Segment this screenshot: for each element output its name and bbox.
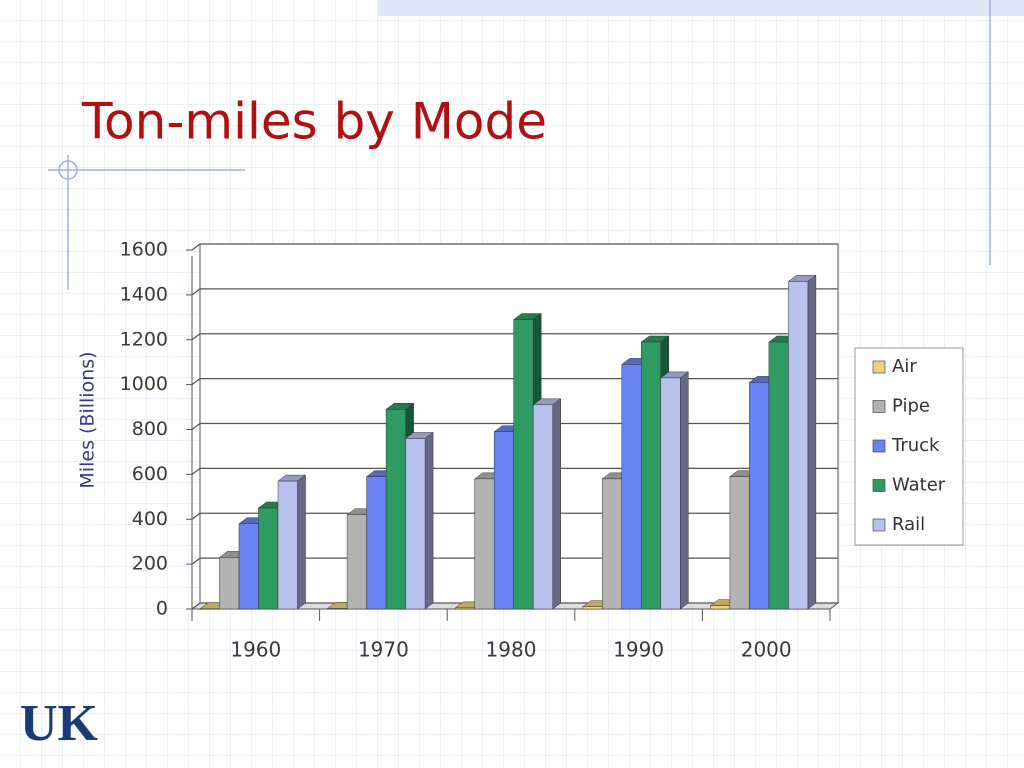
bar <box>258 507 279 610</box>
y-tick-label: 200 <box>132 553 168 575</box>
legend-swatch <box>872 400 886 413</box>
plot: 0 200 400 600 800 1000 1200 1400 1600 1960 1970 198… <box>120 239 946 662</box>
bar <box>602 478 623 610</box>
slide-title: Ton-miles by Mode <box>81 93 547 151</box>
bar <box>710 605 731 610</box>
x-tick-label: 1990 <box>613 638 664 662</box>
logo: UK <box>20 695 99 752</box>
legend-swatch <box>872 518 886 532</box>
bar <box>493 431 514 610</box>
y-tick-label: 800 <box>132 418 168 440</box>
bar-side <box>297 474 306 610</box>
y-tick-label: 1600 <box>120 239 168 261</box>
y-tick-label: 0 <box>156 598 168 620</box>
bar-side <box>680 371 689 610</box>
legend-label: Truck <box>891 435 940 456</box>
grid-line <box>191 243 838 251</box>
y-tick-label: 1000 <box>120 373 168 395</box>
bar <box>405 438 426 610</box>
bar-side <box>807 274 817 610</box>
bar <box>385 409 406 610</box>
bar <box>474 478 495 610</box>
bar <box>788 281 809 610</box>
bar <box>532 404 553 610</box>
legend-label: Water <box>892 475 946 496</box>
grid-line <box>191 288 838 296</box>
bar <box>641 341 662 610</box>
legend-swatch <box>872 479 886 492</box>
y-tick-label: 1400 <box>120 283 168 305</box>
bar-side <box>552 398 561 610</box>
legend-label: Rail <box>892 514 925 535</box>
bar <box>749 382 770 610</box>
x-tick-label: 2000 <box>741 638 792 662</box>
bar <box>366 476 387 610</box>
decor-circle <box>58 160 78 180</box>
bar <box>660 377 681 610</box>
bar-side <box>424 431 434 610</box>
grid-line <box>191 333 838 341</box>
bar <box>219 557 240 610</box>
bar <box>346 514 367 610</box>
y-axis-label: Miles (Billions) <box>77 351 99 488</box>
bar <box>277 480 298 610</box>
legend-label: Air <box>892 356 917 377</box>
x-tick-label: 1980 <box>486 638 537 662</box>
y-tick-label: 1200 <box>120 328 168 350</box>
top-band <box>378 0 1024 16</box>
y-tick-label: 600 <box>132 463 168 485</box>
y-tick-label: 400 <box>132 508 168 530</box>
legend-label: Pipe <box>892 396 930 417</box>
x-tick-label: 1960 <box>230 638 281 662</box>
bar <box>327 608 348 610</box>
bar <box>454 607 475 610</box>
bar <box>729 476 750 610</box>
bar <box>768 341 789 610</box>
bar <box>513 319 534 610</box>
legend-swatch <box>872 439 886 453</box>
bar <box>621 364 642 610</box>
legend-swatch <box>872 360 886 374</box>
bar <box>238 523 259 610</box>
x-tick-label: 1970 <box>358 638 409 662</box>
bar <box>582 606 603 610</box>
